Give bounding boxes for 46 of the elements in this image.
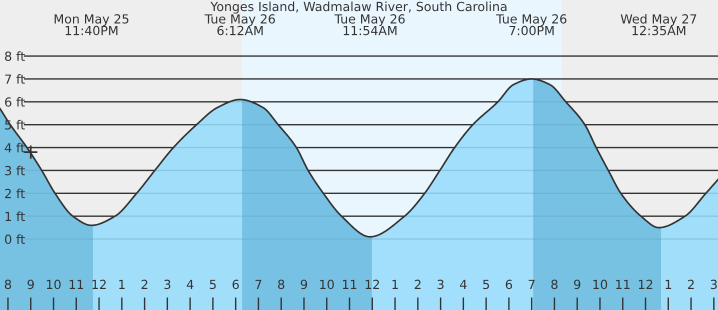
x-tick-label: 2 [414, 280, 421, 289]
x-tick-label: 3 [164, 280, 170, 290]
y-tick-label: 0 ft [4, 234, 25, 244]
x-tick-label: 6 [506, 280, 512, 290]
x-tick-label: 12 [366, 280, 379, 289]
x-tick-label: 8 [551, 280, 558, 290]
annotation: Tue May 26 11:54AM [334, 14, 405, 36]
x-tick-label: 4 [186, 280, 194, 289]
y-tick-label: 8 ft [5, 51, 25, 61]
x-tick-label: 10 [46, 280, 61, 290]
y-tick-label: 3 ft [5, 166, 25, 176]
y-tick-label: 6 ft [5, 97, 25, 107]
x-tick-label: 1 [392, 280, 398, 289]
chart-title: Yonges Island, Wadmalaw River, South Carolina [210, 2, 506, 14]
x-tick-label: 1 [119, 280, 125, 289]
x-tick-label: 5 [483, 280, 490, 290]
x-tick-label: 11 [70, 280, 84, 289]
x-tick-label: 7 [528, 280, 535, 289]
x-tick-label: 10 [593, 280, 608, 290]
annotation: Tue May 26 6:12AM [204, 14, 275, 36]
y-tick-label: 1 ft [6, 211, 25, 221]
x-tick-label: 5 [210, 280, 216, 290]
x-tick-label: 3 [710, 280, 717, 290]
y-tick-label: 7 ft [5, 74, 25, 84]
x-tick-label: 6 [232, 280, 239, 290]
x-tick-label: 1 [666, 280, 672, 289]
annotation: Wed May 27 12:35AM [620, 14, 696, 36]
x-tick-label: 4 [460, 280, 467, 289]
x-tick-label: 8 [4, 280, 12, 290]
x-tick-label: 9 [28, 280, 34, 290]
x-tick-label: 2 [688, 280, 694, 289]
x-tick-label: 11 [616, 280, 630, 289]
x-tick-label: 9 [574, 280, 580, 290]
y-tick-label: 4 ft [4, 142, 25, 152]
x-tick-label: 7 [255, 280, 262, 289]
x-tick-label: 11 [342, 280, 356, 289]
x-tick-label: 8 [278, 280, 284, 290]
x-tick-label: 3 [438, 280, 444, 290]
y-tick-label: 2 ft [5, 188, 25, 198]
x-tick-label: 10 [320, 280, 334, 290]
x-tick-label: 12 [638, 280, 652, 289]
annotation: Tue May 26 7:00PM [496, 14, 566, 36]
x-tick-label: 2 [142, 280, 148, 289]
x-tick-label: 12 [92, 280, 106, 289]
annotation: Mon May 25 11:40PM [54, 14, 128, 36]
x-tick-label: 9 [300, 280, 308, 290]
